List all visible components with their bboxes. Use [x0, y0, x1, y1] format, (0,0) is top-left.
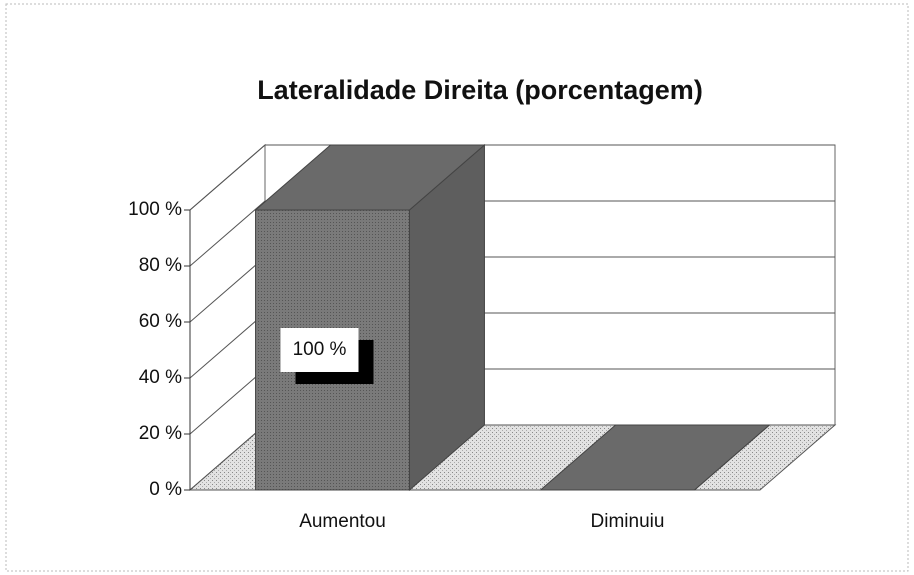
x-tick-label: Aumentou — [299, 511, 386, 532]
bar-top — [539, 424, 771, 491]
grid-line — [189, 144, 266, 211]
frame — [5, 3, 909, 572]
grid-line — [189, 200, 266, 267]
y-tick-label: 60 % — [139, 311, 182, 332]
data-label-box — [280, 328, 359, 372]
grid-line — [189, 368, 266, 435]
x-tick-label: Diminuiu — [591, 511, 665, 532]
data-label: 100 % — [293, 339, 347, 360]
chart-title: Lateralidade Direita (porcentagem) — [257, 75, 703, 105]
y-tick-label: 0 % — [149, 479, 182, 500]
grid-line — [189, 312, 266, 379]
y-tick-label: 20 % — [139, 423, 182, 444]
y-tick-label: 80 % — [139, 255, 182, 276]
grid-line — [189, 256, 266, 323]
y-tick-label: 40 % — [139, 367, 182, 388]
y-tick-label: 100 % — [128, 199, 182, 220]
